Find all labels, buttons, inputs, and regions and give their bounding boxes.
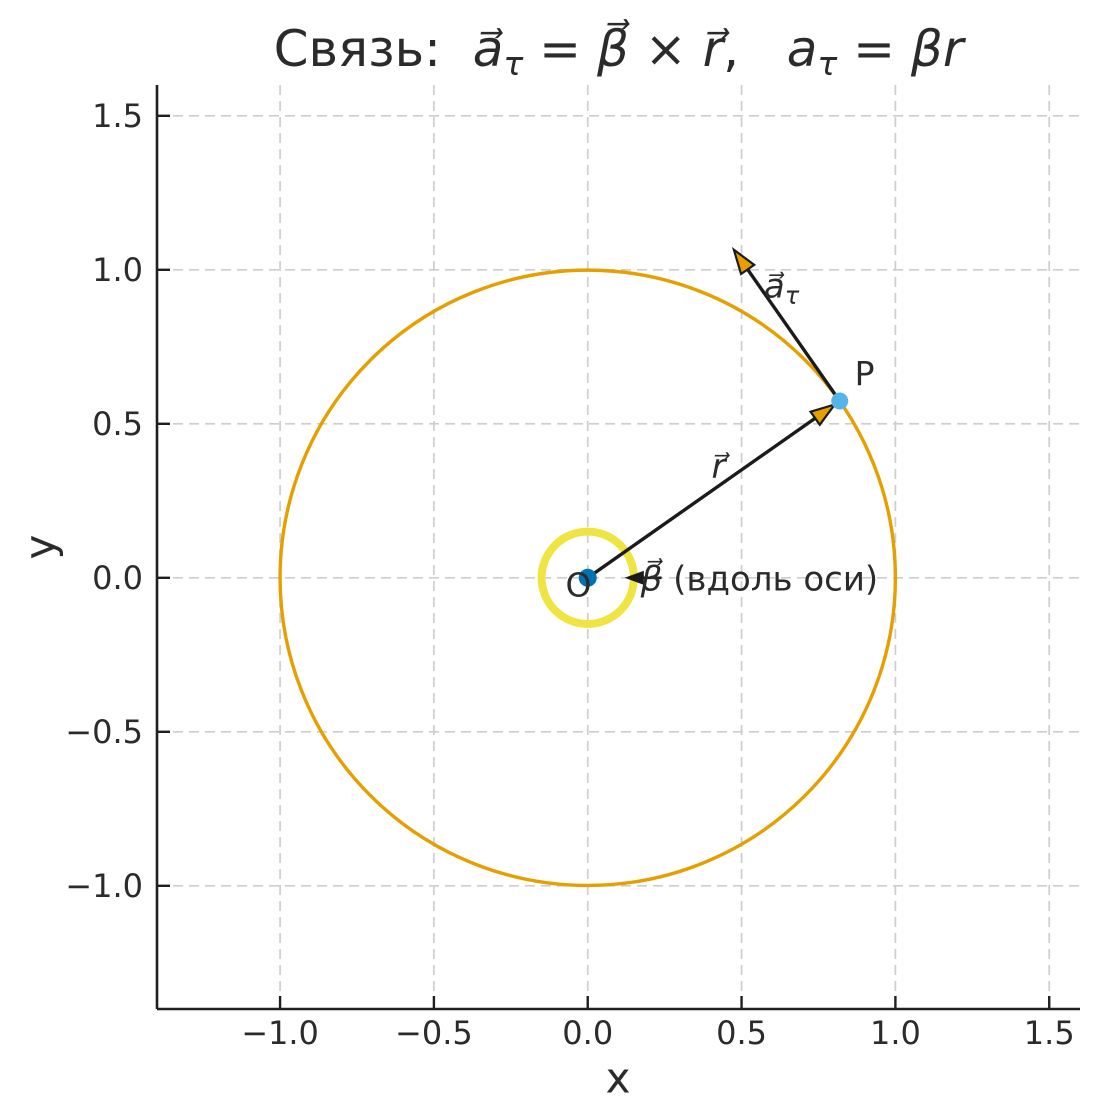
title-token: = bbox=[523, 20, 597, 78]
title-token: a bbox=[786, 20, 818, 78]
y-tick-label: −1.0 bbox=[65, 867, 143, 905]
y-axis-label: y bbox=[16, 535, 65, 560]
r-vector-shaft bbox=[586, 411, 824, 580]
r-vector-head bbox=[808, 402, 838, 427]
x-tick-label: 0.5 bbox=[716, 1014, 767, 1052]
title-token: , bbox=[723, 20, 787, 78]
title-token: βr bbox=[910, 20, 964, 78]
title-token: a⃗ bbox=[472, 20, 504, 78]
x-axis-label: x bbox=[606, 1054, 631, 1103]
point-P-marker bbox=[831, 392, 849, 410]
x-tick-label: −1.0 bbox=[241, 1014, 319, 1052]
x-tick-label: −0.5 bbox=[395, 1014, 473, 1052]
a-tau-vector-shaft bbox=[740, 260, 842, 402]
title-token: r⃗ bbox=[702, 20, 724, 78]
point-P-label: P bbox=[855, 353, 875, 392]
title-token: × bbox=[628, 20, 703, 78]
annotation-layer: r⃗a⃗τβ⃗ (вдоль оси)OP bbox=[566, 267, 879, 604]
a-tau-vector-head bbox=[731, 246, 757, 276]
title-token: = bbox=[837, 20, 911, 78]
title-token: τ bbox=[503, 44, 524, 84]
point-layer bbox=[578, 392, 849, 587]
grid-layer bbox=[157, 85, 1080, 1009]
title-token: β⃗ bbox=[596, 20, 629, 78]
x-tick-label: 1.5 bbox=[1024, 1014, 1075, 1052]
a-tau-vector-label: a⃗τ bbox=[764, 267, 800, 310]
x-tick-label: 0.0 bbox=[562, 1014, 613, 1052]
chart-title: Связь: a⃗τ = β⃗ × r⃗, aτ = βr bbox=[157, 24, 1080, 80]
point-origin-label: O bbox=[566, 565, 592, 604]
y-tick-label: 0.0 bbox=[92, 559, 143, 597]
vector-layer bbox=[586, 246, 842, 585]
x-tick-label: 1.0 bbox=[870, 1014, 921, 1052]
title-token: Связь: bbox=[273, 20, 473, 78]
title-token: τ bbox=[817, 44, 838, 84]
y-tick-label: 1.0 bbox=[92, 251, 143, 289]
trajectory-circle bbox=[278, 268, 898, 888]
point-origin-marker bbox=[578, 568, 597, 587]
axes-layer: −1.0 −0.5 0.0 0.5 1.0 1.5 −1.0 −0.5 0.0 0.5 1.0 1.5 bbox=[65, 85, 1080, 1052]
y-tick-label: −0.5 bbox=[65, 713, 143, 751]
y-tick-label: 1.5 bbox=[92, 97, 143, 135]
beta-vector-label: β⃗ (вдоль оси) bbox=[640, 558, 879, 599]
beta-vector-head bbox=[624, 570, 644, 585]
y-tick-label: 0.5 bbox=[92, 405, 143, 443]
